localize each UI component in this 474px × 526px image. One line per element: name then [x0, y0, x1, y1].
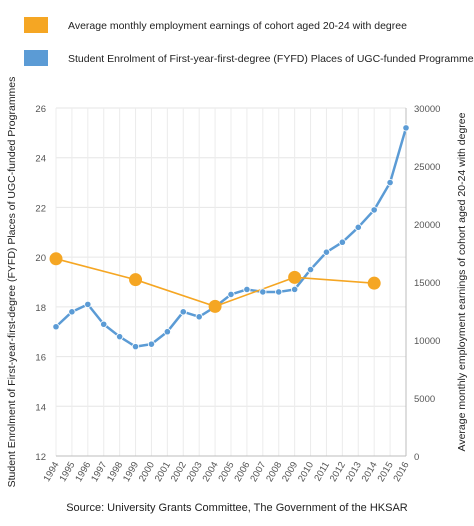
enrolment-point — [100, 320, 108, 328]
earnings-point — [288, 270, 302, 284]
enrolment-point — [227, 290, 235, 299]
x-tick-label: 2007 — [248, 460, 268, 484]
enrolment-point — [84, 300, 92, 308]
enrolment-point — [322, 248, 331, 256]
earnings-point — [367, 276, 381, 290]
x-tick-label: 2015 — [376, 460, 396, 484]
y-right-tick-label: 25000 — [414, 162, 440, 173]
x-tick-label: 2000 — [137, 460, 157, 484]
enrolment-point — [116, 333, 124, 341]
enrolment-point — [306, 265, 315, 274]
enrolment-point — [402, 124, 410, 132]
x-tick-label: 2016 — [392, 460, 412, 484]
x-tick-label: 2013 — [344, 460, 364, 484]
x-tick-label: 1997 — [89, 460, 109, 484]
enrolment-point — [259, 288, 267, 296]
x-tick-label: 2010 — [296, 460, 316, 484]
y-axis-left-title: Student Enrolment of First-year-first-de… — [6, 77, 18, 488]
x-tick-label: 2012 — [328, 460, 348, 484]
y-left-tick-label: 12 — [35, 452, 46, 463]
earnings-point — [49, 252, 63, 266]
y-left-tick-label: 18 — [35, 303, 46, 314]
y-left-tick-label: 22 — [35, 203, 46, 214]
series-marks — [49, 124, 410, 351]
enrolment-point — [354, 223, 362, 231]
y-left-tick-label: 26 — [35, 104, 46, 115]
legend: Average monthly employment earnings of c… — [24, 17, 474, 66]
y-right-tick-label: 0 — [414, 452, 419, 463]
enrolment-point — [68, 308, 76, 316]
enrolment-point — [195, 313, 203, 321]
x-tick-label: 1998 — [105, 460, 125, 484]
x-tick-label: 2004 — [201, 460, 221, 484]
enrolment-point — [179, 308, 187, 316]
earnings-point — [208, 299, 222, 313]
enrolment-point — [163, 328, 171, 336]
enrolment-point — [291, 285, 299, 294]
enrolment-point — [370, 206, 378, 214]
legend-label-enrolment: Student Enrolment of First-year-first-de… — [68, 53, 474, 65]
y-right-tick-label: 15000 — [414, 278, 440, 289]
y-left-tick-label: 16 — [35, 353, 46, 364]
y-right-tick-label: 20000 — [414, 220, 440, 231]
x-tick-label: 2014 — [360, 460, 380, 484]
source-note: Source: University Grants Committee, The… — [66, 502, 408, 514]
y-axis-right-title: Average monthly employment earnings of c… — [456, 112, 468, 451]
enrolment-point — [243, 285, 251, 294]
x-tick-label: 1996 — [73, 460, 93, 484]
enrolment-point — [386, 178, 394, 187]
legend-swatch-enrolment — [24, 50, 48, 66]
enrolment-point — [52, 323, 60, 331]
x-tick-label: 2003 — [185, 460, 205, 484]
x-tick-label: 1999 — [121, 460, 141, 484]
legend-label-earnings: Average monthly employment earnings of c… — [68, 20, 407, 32]
y-right-tick-label: 30000 — [414, 104, 440, 115]
x-tick-label: 2006 — [232, 460, 252, 484]
y-left-tick-label: 24 — [35, 154, 46, 165]
x-tick-label: 1994 — [42, 460, 62, 484]
y-right-tick-label: 10000 — [414, 336, 440, 347]
y-left-tick-label: 14 — [35, 402, 46, 413]
y-left-tick-label: 20 — [35, 253, 46, 264]
enrolment-point — [131, 343, 140, 351]
x-tick-label: 2001 — [153, 460, 173, 484]
earnings-point — [129, 273, 143, 287]
x-tick-label: 2005 — [217, 460, 237, 484]
enrolment-point — [147, 340, 156, 348]
enrolment-point — [275, 288, 283, 296]
x-tick-label: 2002 — [169, 460, 189, 484]
x-tick-label: 2009 — [280, 460, 300, 484]
enrolment-point — [338, 238, 346, 246]
legend-swatch-earnings — [24, 17, 48, 33]
x-tick-label: 2008 — [264, 460, 284, 484]
y-right-tick-label: 5000 — [414, 394, 435, 405]
grid — [55, 107, 407, 457]
x-tick-label: 1995 — [57, 460, 77, 484]
